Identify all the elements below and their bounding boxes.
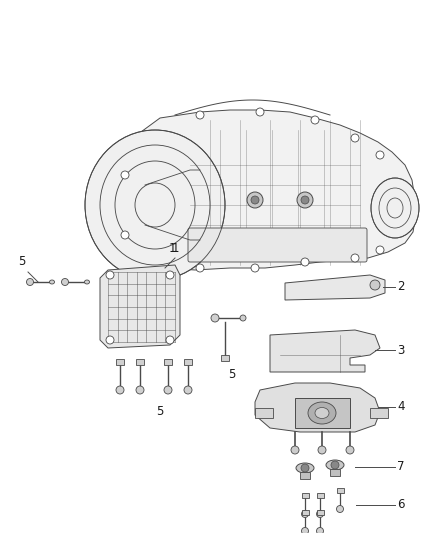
Bar <box>301 510 308 515</box>
Circle shape <box>196 111 204 119</box>
Ellipse shape <box>308 402 336 424</box>
Circle shape <box>291 446 299 454</box>
Circle shape <box>211 314 219 322</box>
Circle shape <box>301 528 308 533</box>
Circle shape <box>136 386 144 394</box>
Text: 6: 6 <box>397 498 405 512</box>
Circle shape <box>61 279 68 286</box>
Circle shape <box>336 505 343 513</box>
Bar <box>300 472 310 479</box>
Circle shape <box>331 461 339 469</box>
Polygon shape <box>115 110 415 270</box>
Text: 5: 5 <box>18 255 26 268</box>
Bar <box>336 488 343 493</box>
Circle shape <box>317 528 324 533</box>
Circle shape <box>166 271 174 279</box>
Circle shape <box>301 511 308 518</box>
Bar <box>317 493 324 498</box>
Circle shape <box>301 464 309 472</box>
Circle shape <box>106 336 114 344</box>
Text: 1: 1 <box>168 242 176 255</box>
Circle shape <box>301 258 309 266</box>
Circle shape <box>370 280 380 290</box>
Circle shape <box>106 271 114 279</box>
Polygon shape <box>270 330 380 372</box>
Circle shape <box>351 134 359 142</box>
Ellipse shape <box>85 280 89 284</box>
Circle shape <box>116 386 124 394</box>
Circle shape <box>317 511 324 518</box>
Circle shape <box>346 446 354 454</box>
Polygon shape <box>285 275 385 300</box>
Circle shape <box>121 231 129 239</box>
Bar <box>221 355 229 361</box>
Circle shape <box>196 264 204 272</box>
Bar <box>164 359 172 365</box>
Bar <box>317 510 324 515</box>
Circle shape <box>27 279 33 286</box>
Text: 5: 5 <box>228 368 235 381</box>
Ellipse shape <box>371 178 419 238</box>
Circle shape <box>318 446 326 454</box>
Circle shape <box>166 336 174 344</box>
Text: 5: 5 <box>156 405 164 418</box>
Circle shape <box>311 116 319 124</box>
Circle shape <box>240 315 246 321</box>
Bar <box>301 493 308 498</box>
Bar <box>370 408 388 418</box>
Ellipse shape <box>49 280 54 284</box>
Text: 3: 3 <box>397 343 404 357</box>
Circle shape <box>251 264 259 272</box>
Circle shape <box>301 196 309 204</box>
Circle shape <box>247 192 263 208</box>
Circle shape <box>164 386 172 394</box>
Polygon shape <box>100 265 180 348</box>
Ellipse shape <box>296 463 314 473</box>
Text: 7: 7 <box>397 461 405 473</box>
Ellipse shape <box>315 408 329 418</box>
Text: 2: 2 <box>397 280 405 294</box>
Circle shape <box>351 254 359 262</box>
Bar <box>116 359 124 365</box>
Circle shape <box>184 386 192 394</box>
Ellipse shape <box>85 130 225 280</box>
Ellipse shape <box>326 460 344 470</box>
Text: 4: 4 <box>397 400 405 414</box>
Text: 1: 1 <box>171 242 179 255</box>
Bar <box>295 398 350 428</box>
Circle shape <box>376 151 384 159</box>
Bar <box>255 408 273 418</box>
Circle shape <box>297 192 313 208</box>
Circle shape <box>121 171 129 179</box>
Circle shape <box>251 196 259 204</box>
Bar <box>330 469 340 476</box>
Circle shape <box>376 246 384 254</box>
Bar <box>184 359 192 365</box>
Polygon shape <box>255 383 380 432</box>
Bar <box>136 359 144 365</box>
Circle shape <box>256 108 264 116</box>
FancyBboxPatch shape <box>188 228 367 262</box>
